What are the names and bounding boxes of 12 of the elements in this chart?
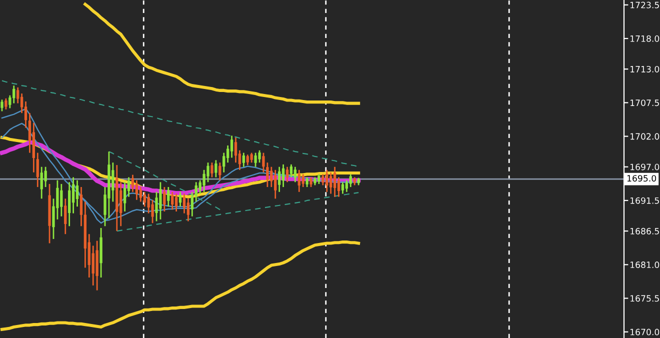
y-tick-label: 1681.0 [630,262,660,268]
y-tick-label: 1675.5 [630,295,659,302]
y-tick-label: 1707.5 [630,100,659,106]
y-tick-label: 1718.0 [630,35,660,42]
y-tick-label: 1723.5 [630,2,659,8]
y-tick-label: 1691.5 [630,197,659,204]
ref-line-label: 1695.0 [627,175,656,182]
y-tick-label: 1670.0 [630,328,660,336]
y-tick-label: 1697.0 [630,164,660,170]
y-tick-label: 1702.0 [630,133,660,140]
y-tick-label: 1686.5 [630,228,659,234]
y-tick-label: 1713.0 [630,66,660,72]
